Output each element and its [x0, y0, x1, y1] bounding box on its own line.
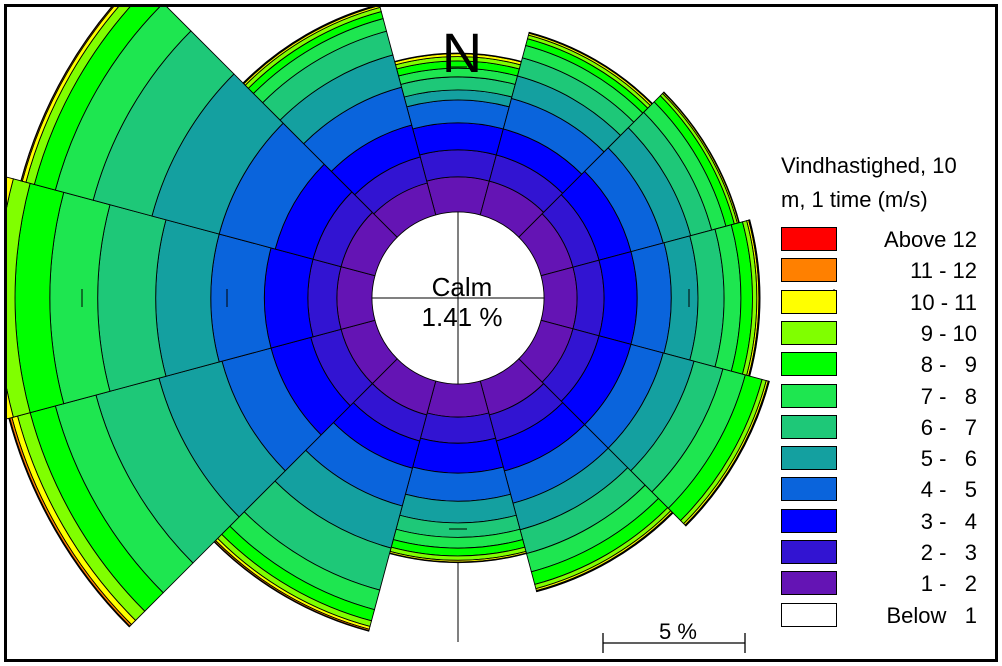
legend-item: 11 - 12: [781, 257, 991, 287]
legend-label: Above 12: [884, 227, 977, 252]
legend-item: Above 12: [781, 226, 991, 256]
legend-swatch: [781, 571, 837, 596]
sector-270-bin-6: [97, 204, 167, 392]
sector-90-bin-1: [540, 266, 578, 330]
sector-0-bin-3: [412, 122, 504, 156]
legend-item: 10 - 11: [781, 289, 991, 319]
legend-item: 4 - 5: [781, 476, 991, 506]
sector-270-bin-3: [264, 247, 314, 349]
legend-title-line-1: Vindhastighed, 10: [781, 153, 957, 178]
legend-label: 8 - 9: [920, 352, 977, 378]
legend-item: 9 - 10: [781, 320, 991, 350]
legend-swatch: [781, 258, 837, 283]
legend-swatch: [781, 540, 837, 564]
legend-label: 7 - 8: [920, 383, 977, 409]
scale-label: 5 %: [659, 619, 697, 644]
legend-label: 4 - 5: [920, 477, 977, 503]
legend-swatch: [781, 320, 837, 345]
legend-label: 1 - 2: [920, 571, 977, 597]
sector-300-bin-12: [20, 7, 113, 182]
sector-270-bin-5: [155, 219, 220, 377]
sector-90-bin-3: [598, 251, 638, 345]
legend-label: 5 - 6: [920, 446, 977, 472]
legend-label: 10 - 11: [910, 289, 977, 315]
legend-swatch: [781, 289, 837, 314]
sector-120-bin-12: [685, 380, 770, 527]
legend-swatch: [781, 446, 837, 471]
sector-90-bin-4: [630, 242, 672, 354]
legend-swatch: [781, 508, 837, 533]
legend-swatch: [781, 414, 837, 439]
legend-item: 5 - 6: [781, 445, 991, 475]
legend-item: 1 - 2: [781, 570, 991, 600]
calm-value: 1.41 %: [421, 302, 503, 332]
legend-label: 9 - 10: [920, 320, 977, 346]
sector-90-bin-2: [572, 259, 605, 337]
legend-item: 6 - 7: [781, 414, 991, 444]
legend-label: 11 - 12: [910, 258, 977, 284]
legend-item: 3 - 4: [781, 508, 991, 538]
legend-swatch: [781, 227, 837, 251]
sector-0-bin-2: [419, 149, 497, 182]
calm-title: Calm: [431, 272, 493, 302]
sector-270-bin-4: [210, 233, 272, 363]
legend-title: Vindhastighed, 10 m, 1 time (m/s): [781, 149, 996, 217]
sector-330-bin-12: [242, 7, 373, 84]
legend-title-line-2: m, 1 time (m/s): [781, 187, 928, 212]
sector-180-bin-2: [419, 412, 497, 444]
legend-label: 6 - 7: [920, 414, 977, 440]
legend-swatch: [781, 352, 837, 377]
sector-270-bin-10: [7, 176, 14, 420]
legend-label: 3 - 4: [920, 508, 977, 534]
legend-item: 8 - 9: [781, 351, 991, 381]
legend-swatch: [781, 602, 837, 627]
legend-label: Below 1: [886, 602, 978, 628]
legend-swatch: [781, 477, 837, 502]
north-label: N: [441, 21, 483, 84]
chart-frame: N Calm 1.41 % Vindhastighed, 10 m, 1 tim…: [4, 4, 998, 662]
legend-item: Below 1: [781, 602, 991, 632]
legend-item: 7 - 8: [781, 383, 991, 413]
calm-label: Calm 1.41 %: [392, 272, 532, 332]
sector-270-bin-2: [307, 258, 342, 338]
sector-180-bin-3: [412, 437, 504, 474]
legend-item: 2 - 3: [781, 539, 991, 569]
legend-label: 2 - 3: [920, 540, 977, 565]
sector-0-bin-1: [426, 176, 490, 216]
sector-270-bin-1: [336, 266, 376, 330]
wind-rose-chart: [7, 7, 835, 653]
sector-180-bin-1: [426, 380, 490, 418]
sector-150-bin-12: [536, 512, 674, 593]
legend-swatch: [781, 383, 837, 408]
